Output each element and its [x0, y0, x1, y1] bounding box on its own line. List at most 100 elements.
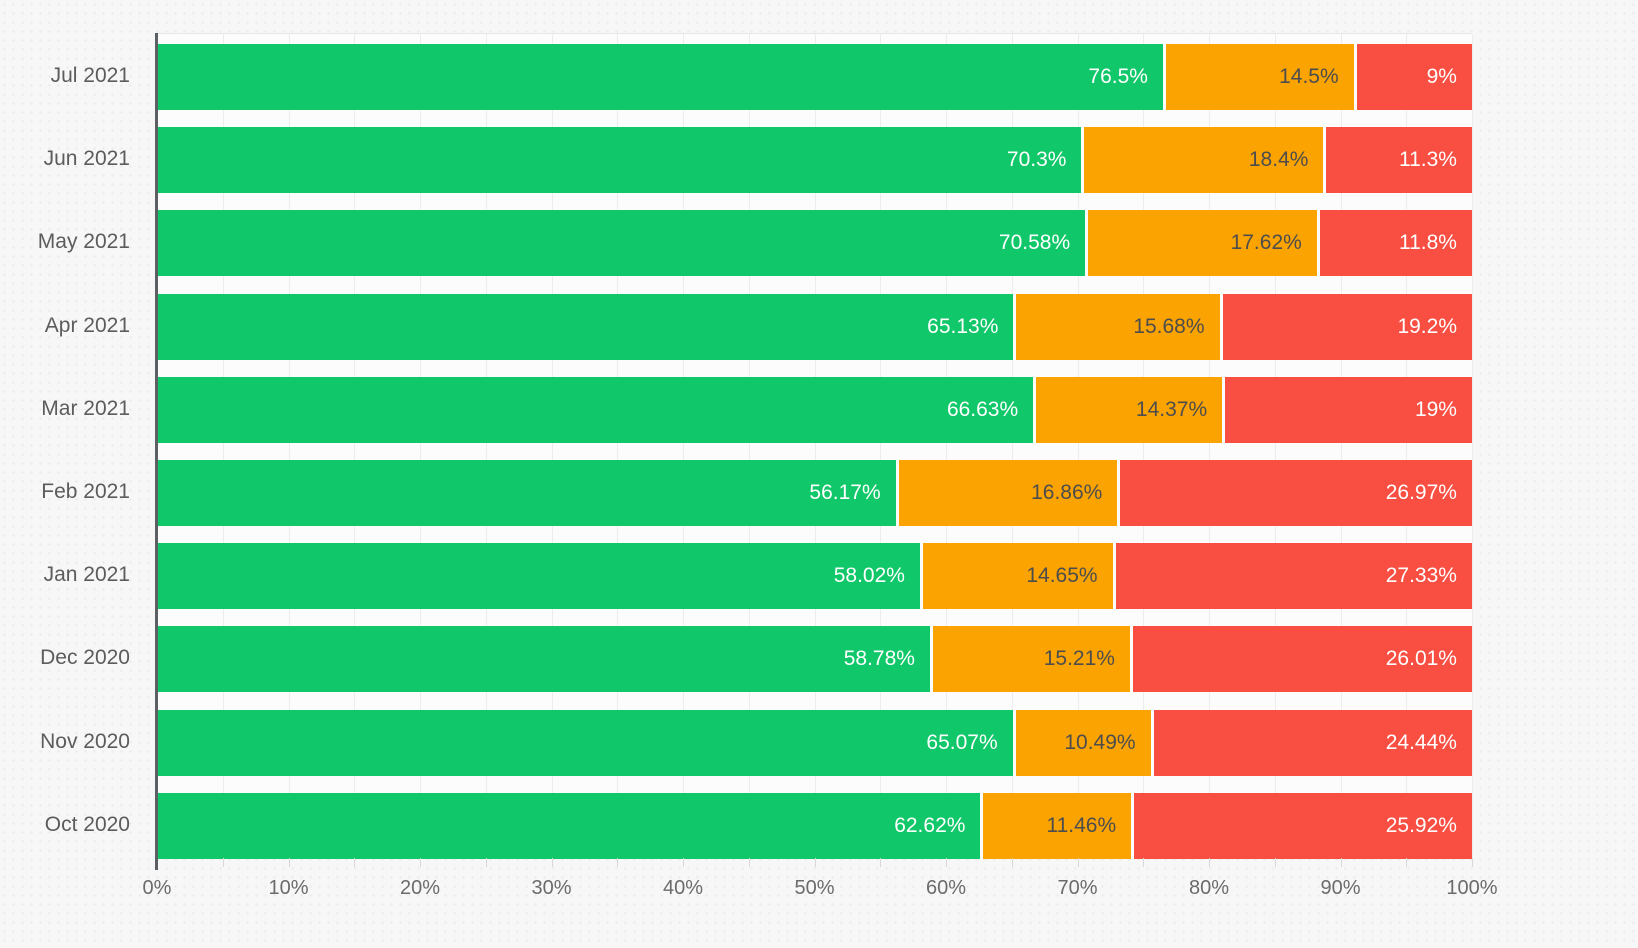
segment-value-label: 58.78%	[843, 647, 915, 671]
segment-red[interactable]: 19%	[1222, 376, 1472, 443]
segment-value-label: 62.62%	[894, 813, 966, 837]
gridline	[1472, 34, 1473, 858]
segment-red[interactable]: 26.97%	[1117, 460, 1472, 526]
segment-value-label: 58.02%	[833, 564, 905, 588]
segment-value-label: 56.17%	[809, 481, 881, 504]
segment-orange[interactable]: 15.21%	[929, 626, 1130, 693]
segment-value-label: 19%	[1414, 397, 1457, 421]
x-axis-tick	[354, 858, 356, 867]
bar-row-jul-2021: 76.5% 14.5% 9%	[157, 44, 1472, 110]
x-axis-tick	[420, 858, 421, 867]
segment-green[interactable]: 58.02%	[157, 543, 920, 610]
gridline	[748, 34, 750, 858]
segment-green[interactable]: 66.63%	[157, 376, 1034, 443]
segment-green[interactable]: 70.58%	[157, 210, 1086, 277]
segment-orange[interactable]: 11.46%	[980, 792, 1132, 859]
x-axis-tick-label: 20%	[399, 877, 441, 899]
segment-green[interactable]: 58.78%	[157, 626, 930, 693]
segment-red[interactable]: 11.3%	[1323, 127, 1472, 194]
segment-green[interactable]: 70.3%	[157, 127, 1082, 194]
segment-red[interactable]: 24.44%	[1150, 709, 1472, 776]
gridline	[288, 34, 290, 858]
segment-value-label: 24.44%	[1385, 730, 1457, 754]
x-axis-tick	[288, 858, 290, 867]
segment-red[interactable]: 9%	[1353, 44, 1472, 110]
segment-red[interactable]: 25.92%	[1131, 792, 1472, 859]
segment-value-label: 14.37%	[1135, 397, 1208, 421]
segment-value-label: 11.8%	[1398, 231, 1457, 255]
x-axis-tick-label: 30%	[531, 877, 572, 899]
segment-value-label: 14.65%	[1026, 564, 1098, 588]
y-axis-label: Feb 2021	[41, 480, 130, 503]
y-axis-label: May 2021	[37, 230, 130, 254]
gridline	[1274, 34, 1276, 858]
gridline	[946, 34, 947, 858]
segment-orange[interactable]: 10.49%	[1012, 709, 1151, 776]
x-axis-tick	[1406, 858, 1408, 867]
segment-orange[interactable]: 15.68%	[1013, 293, 1220, 360]
segment-orange[interactable]: 14.5%	[1162, 44, 1354, 110]
y-axis-label: Jun 2021	[43, 147, 130, 171]
gridline	[617, 34, 619, 858]
segment-red[interactable]: 11.8%	[1316, 210, 1472, 277]
segment-value-label: 11.46%	[1046, 813, 1117, 837]
segment-value-label: 16.86%	[1031, 481, 1103, 504]
y-axis-label: Oct 2020	[44, 812, 130, 836]
bar-row-oct-2020: 62.62% 11.46% 25.92%	[157, 792, 1472, 859]
gridline	[1209, 34, 1210, 858]
segment-green[interactable]: 62.62%	[157, 792, 981, 859]
plot-area: 76.5% 14.5% 9% 70.3% 18.4% 11.3% 70.58% 17.62% 1…	[157, 33, 1473, 859]
y-axis-label: Jul 2021	[50, 64, 130, 87]
segment-orange[interactable]: 17.62%	[1085, 210, 1317, 277]
segment-orange[interactable]: 16.86%	[895, 460, 1118, 526]
x-axis-tick-label: 40%	[662, 877, 704, 899]
segment-green[interactable]: 65.13%	[157, 293, 1014, 360]
segment-value-label: 10.49%	[1064, 730, 1136, 754]
bar-row-may-2021: 70.58% 17.62% 11.8%	[157, 210, 1472, 277]
segment-value-label: 26.97%	[1385, 481, 1457, 504]
y-axis-label: Apr 2021	[44, 313, 130, 337]
segment-value-label: 26.01%	[1385, 647, 1457, 671]
gridline	[1340, 34, 1342, 858]
bar-row-nov-2020: 65.07% 10.49% 24.44%	[157, 709, 1472, 776]
segment-orange[interactable]: 14.37%	[1033, 376, 1223, 443]
x-axis-tick-label: 70%	[1057, 877, 1098, 899]
segment-green[interactable]: 65.07%	[157, 709, 1013, 776]
bar-row-jun-2021: 70.3% 18.4% 11.3%	[157, 127, 1472, 194]
segment-red[interactable]: 19.2%	[1219, 293, 1472, 360]
segment-red[interactable]: 26.01%	[1129, 626, 1472, 693]
gridline	[880, 34, 882, 858]
x-axis-tick	[1472, 858, 1473, 867]
x-axis-tick	[946, 858, 947, 867]
x-axis-tick	[748, 858, 750, 867]
x-axis-tick	[1274, 858, 1276, 867]
x-axis-tick-label: 90%	[1320, 877, 1361, 899]
gridline	[420, 34, 421, 858]
segment-value-label: 14.5%	[1279, 65, 1339, 88]
segment-orange[interactable]: 18.4%	[1081, 127, 1324, 194]
segment-value-label: 27.33%	[1385, 564, 1457, 588]
segment-green[interactable]: 76.5%	[157, 44, 1163, 110]
gridline	[1406, 34, 1408, 858]
x-axis-tick-label: 100%	[1446, 877, 1498, 899]
x-axis-tick-label: 50%	[794, 877, 835, 899]
gridline	[1143, 34, 1145, 858]
segment-value-label: 70.3%	[1006, 148, 1067, 172]
segment-value-label: 65.07%	[926, 730, 998, 754]
segment-red[interactable]: 27.33%	[1112, 543, 1472, 610]
y-axis-line	[155, 33, 158, 870]
gridline	[551, 34, 553, 858]
segment-value-label: 11.3%	[1398, 148, 1457, 172]
x-axis-tick	[880, 858, 882, 867]
segment-value-label: 25.92%	[1385, 813, 1457, 837]
x-axis-tick	[617, 858, 619, 867]
bar-row-jan-2021: 58.02% 14.65% 27.33%	[157, 543, 1472, 610]
x-axis-tick-label: 0%	[142, 877, 172, 899]
bar-row-apr-2021: 65.13% 15.68% 19.2%	[157, 293, 1472, 360]
segment-green[interactable]: 56.17%	[157, 460, 896, 526]
x-axis-tick	[1011, 858, 1013, 867]
segment-value-label: 70.58%	[998, 231, 1071, 255]
segment-value-label: 76.5%	[1088, 65, 1148, 88]
segment-orange[interactable]: 14.65%	[919, 543, 1113, 610]
segment-value-label: 18.4%	[1248, 148, 1309, 172]
